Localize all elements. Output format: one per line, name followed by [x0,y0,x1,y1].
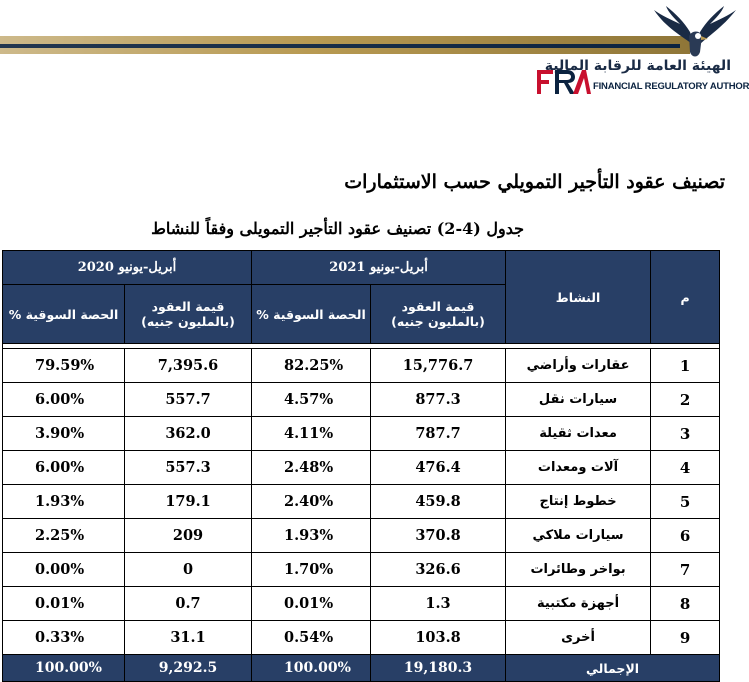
row-value-2020: 31.1 [124,620,253,655]
row-index: 4 [650,450,721,485]
row-value-2021: 476.4 [370,450,507,485]
row-share-2021: 82.25% [251,348,372,383]
value-label: قيمة العقود [401,299,475,314]
row-value-2021: 1.3 [370,586,507,621]
row-activity: معدات ثقيلة [505,416,652,451]
row-share-2020: 0.00% [1,552,126,587]
table-row: 8 أجهزة مكتبية 1.3 0.01% 0.7 0.01% [1,586,721,621]
row-share-2021: 2.48% [251,450,372,485]
row-share-2021: 1.93% [251,518,372,553]
table-caption: جدول (4-2) تصنيف عقود التأجير التمويلى و… [151,219,524,238]
fra-logo-icon [537,70,591,94]
table-row: 3 معدات ثقيلة 787.7 4.11% 362.0 3.90% [1,416,721,451]
row-index: 6 [650,518,721,553]
row-value-2020: 0 [124,552,253,587]
row-value-2021: 787.7 [370,416,507,451]
row-value-2021: 877.3 [370,382,507,417]
value-unit-label: (بالمليون جنيه) [141,314,235,329]
value-label: قيمة العقود [151,299,225,314]
row-share-2021: 1.70% [251,552,372,587]
row-activity: خطوط إنتاج [505,484,652,519]
table-row: 9 أخرى 103.8 0.54% 31.1 0.33% [1,620,721,655]
row-activity: عقارات وأراضي [505,348,652,383]
row-index: 7 [650,552,721,587]
eagle-logo-icon [654,6,736,57]
row-share-2021: 4.57% [251,382,372,417]
total-value-2021: 19,180.3 [370,654,507,682]
col-header-period-2021: أبريل-يونيو 2021 [251,250,507,285]
col-header-value-2020: قيمة العقود (بالمليون جنيه) [124,284,253,344]
row-share-2021: 4.11% [251,416,372,451]
col-header-share-2021: الحصة السوقية % [251,284,372,344]
table-row: 4 آلات ومعدات 476.4 2.48% 557.3 6.00% [1,450,721,485]
page-title: تصنيف عقود التأجير التمويلي حسب الاستثما… [344,171,725,193]
share-label: الحصة السوقية [25,306,119,322]
row-index: 5 [650,484,721,519]
row-activity: أخرى [505,620,652,655]
row-activity: أجهزة مكتبية [505,586,652,621]
row-index: 1 [650,348,721,383]
row-value-2020: 209 [124,518,253,553]
total-share-2021: 100.00% [251,654,372,682]
row-value-2020: 557.3 [124,450,253,485]
row-share-2020: 6.00% [1,450,126,485]
col-header-value-2021: قيمة العقود (بالمليون جنيه) [370,284,507,344]
row-value-2020: 557.7 [124,382,253,417]
table-row: 5 خطوط إنتاج 459.8 2.40% 179.1 1.93% [1,484,721,519]
row-share-2021: 2.40% [251,484,372,519]
row-value-2021: 15,776.7 [370,348,507,383]
row-value-2020: 179.1 [124,484,253,519]
share-label: الحصة السوقية [273,306,366,322]
row-share-2021: 0.01% [251,586,372,621]
row-value-2021: 103.8 [370,620,507,655]
table-header-row-metrics: قيمة العقود (بالمليون جنيه) الحصة السوقي… [1,284,720,344]
row-share-2020: 79.59% [1,348,126,383]
row-activity: بواخر وطائرات [505,552,652,587]
row-value-2020: 7,395.6 [124,348,253,383]
table-row: 7 بواخر وطائرات 326.6 1.70% 0 0.00% [1,552,721,587]
row-activity: آلات ومعدات [505,450,652,485]
total-share-2020: 100.00% [1,654,126,682]
row-value-2021: 326.6 [370,552,507,587]
leasing-activity-table: م النشاط أبريل-يونيو 2021 أبريل-يونيو 20… [1,250,721,682]
header-navy-stripe [0,44,680,48]
col-header-period-2020: أبريل-يونيو 2020 [1,250,253,285]
row-index: 8 [650,586,721,621]
row-value-2021: 370.8 [370,518,507,553]
table-header-row-periods: م النشاط أبريل-يونيو 2021 أبريل-يونيو 20… [1,250,721,344]
row-value-2020: 362.0 [124,416,253,451]
table-row: 6 سيارات ملاكي 370.8 1.93% 209 2.25% [1,518,721,553]
row-share-2020: 1.93% [1,484,126,519]
row-share-2021: 0.54% [251,620,372,655]
logo-english-name: FINANCIAL REGULATORY AUTHORITY [593,81,749,92]
value-unit-label: (بالمليون جنيه) [391,314,485,329]
row-share-2020: 3.90% [1,416,126,451]
row-share-2020: 0.01% [1,586,126,621]
row-share-2020: 2.25% [1,518,126,553]
row-index: 9 [650,620,721,655]
row-share-2020: 6.00% [1,382,126,417]
row-share-2020: 0.33% [1,620,126,655]
row-value-2020: 0.7 [124,586,253,621]
row-index: 2 [650,382,721,417]
total-value-2020: 9,292.5 [124,654,253,682]
row-value-2021: 459.8 [370,484,507,519]
share-unit-label: % [256,306,269,322]
col-header-share-2020: الحصة السوقية % [1,284,126,344]
table-total-row: الإجمالي 19,180.3 100.00% 9,292.5 100.00… [1,654,721,682]
row-index: 3 [650,416,721,451]
row-activity: سيارات نقل [505,382,652,417]
row-activity: سيارات ملاكي [505,518,652,553]
table-row: 2 سيارات نقل 877.3 4.57% 557.7 6.00% [1,382,721,417]
col-header-activity: النشاط [505,250,652,344]
col-header-index: م [650,250,721,344]
table-row: 1 عقارات وأراضي 15,776.7 82.25% 7,395.6 … [1,348,721,383]
share-unit-label: % [8,306,22,322]
logo-arabic-name: الهيئة العامة للرقابة المالية [544,58,731,74]
total-label: الإجمالي [505,654,721,682]
